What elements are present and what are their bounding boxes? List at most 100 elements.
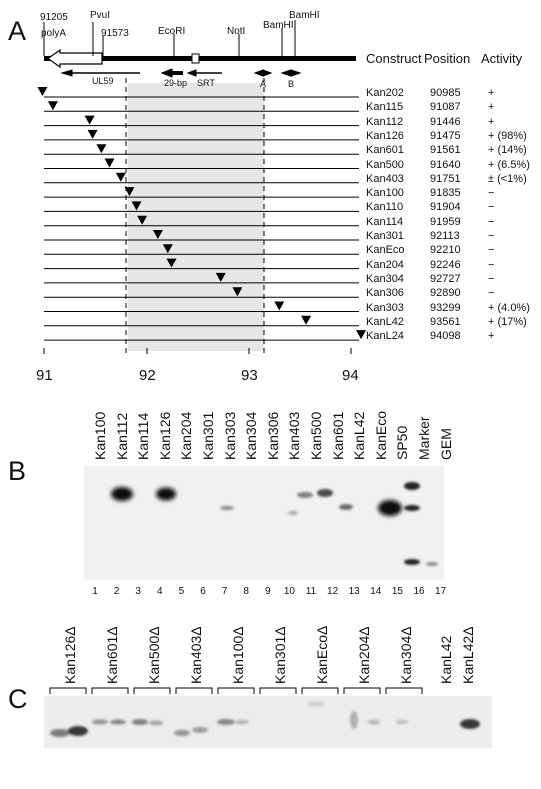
- construct-position: 91475: [430, 129, 461, 142]
- gel-c-lane-label: Kan500Δ: [146, 626, 162, 684]
- gel-b-lane-number: 14: [370, 586, 382, 597]
- insertion-marker: [131, 201, 142, 211]
- insertion-marker: [115, 172, 126, 182]
- gel-b-lane-label: KanEco: [372, 410, 389, 460]
- gel-b-lane-label: Kan126: [156, 411, 173, 460]
- gel-b-band-lane17: [426, 562, 438, 566]
- construct-position: 91087: [430, 101, 461, 114]
- ul59-open-arrow: [46, 48, 103, 69]
- gel-b-image: [84, 466, 444, 580]
- gel-c-lane-label: Kan403Δ: [188, 626, 204, 684]
- gel-b-lane-number: 7: [221, 586, 228, 597]
- gel-b-lane-label: Kan306: [264, 411, 281, 460]
- gel-b-lane-number: 6: [200, 586, 206, 597]
- insertion-marker: [301, 315, 312, 325]
- arrow-label-a: A: [260, 79, 267, 89]
- panel-b-letter: B: [8, 456, 27, 486]
- gel-b-lane-label: Kan114: [135, 412, 152, 460]
- gel-b-lane-number: 8: [243, 586, 249, 597]
- construct-position: 93299: [430, 301, 461, 314]
- construct-position: 94098: [430, 330, 461, 343]
- gel-b-lane-number: 1: [92, 586, 98, 597]
- construct-activity: +: [488, 87, 495, 99]
- gel-b-lane-label: Kan112: [113, 412, 130, 460]
- construct-name: KanEco: [366, 244, 405, 257]
- gel-c-band-kaneco: [307, 702, 325, 706]
- gel-c-lane-label: Kan301Δ: [272, 626, 288, 684]
- site-label-91205: 91205: [40, 12, 68, 23]
- insertion-marker: [124, 187, 135, 197]
- gel-b-band-lane16-bot: [404, 559, 420, 565]
- site-label-bamhi-1: BamHI: [263, 20, 294, 31]
- gel-b-lane-number: 3: [135, 586, 141, 597]
- site-label-polya: polyA: [41, 28, 67, 39]
- gel-b-band-lane13: [339, 504, 353, 510]
- construct-position: 93561: [430, 315, 461, 328]
- site-ticks: [43, 20, 296, 56]
- gel-b-lane-label: Kan100: [92, 411, 108, 460]
- gel-b-lane-number: 10: [283, 586, 295, 597]
- construct-activity: −: [488, 272, 495, 285]
- panel-a-letter: A: [8, 16, 27, 46]
- gel-c-lane-label: Kan100Δ: [230, 626, 246, 684]
- gel-c-lane-label: KanL42Δ: [460, 626, 476, 684]
- gel-b-band-lane7: [220, 506, 234, 510]
- gel-c-band-kan204: [350, 711, 358, 729]
- gel-c-band-kan403: [174, 730, 190, 736]
- panel-a-figure: [37, 20, 367, 355]
- construct-activity: ± (<1%): [488, 172, 527, 185]
- insertion-marker: [274, 301, 285, 311]
- gel-b-lane-number: 17: [435, 586, 447, 597]
- construct-position: 92210: [430, 244, 461, 257]
- gel-b-band-lane10: [288, 511, 298, 515]
- construct-name: Kan601: [366, 144, 404, 157]
- construct-position: 91561: [430, 144, 461, 157]
- construct-activity: + (14%): [488, 144, 527, 157]
- transcript-arrows: [60, 68, 302, 78]
- panel-c-letter: C: [8, 684, 28, 714]
- insertion-marker: [84, 115, 95, 125]
- insertion-marker: [356, 330, 367, 340]
- axis-tick-91: 91: [36, 367, 53, 384]
- construct-activity: +: [488, 115, 495, 128]
- gel-c-lane-label: Kan126Δ: [62, 626, 78, 684]
- gel-b-lane-number: 16: [413, 586, 425, 597]
- gel-b-lane-label: GEM: [437, 428, 454, 460]
- gel-b-band-lane4: [156, 487, 176, 501]
- gel-b-band-lane16-top: [404, 482, 420, 490]
- insertion-marker: [152, 230, 163, 239]
- insertion-marker: [96, 144, 107, 154]
- gel-b-band-lane15: [378, 500, 402, 516]
- construct-activity: +: [488, 101, 495, 114]
- construct-activity: +: [488, 330, 495, 343]
- gel-c-brackets: [49, 687, 423, 694]
- construct-name: Kan114: [366, 215, 404, 228]
- construct-position: 91751: [430, 172, 461, 185]
- gel-b-lane-label: Marker: [416, 416, 432, 460]
- construct-name: Kan500: [366, 158, 404, 171]
- construct-name: KanL24: [366, 330, 404, 343]
- construct-position: 91959: [430, 215, 461, 228]
- gel-c-band-kan500: [132, 719, 148, 725]
- gel-c-image: [44, 696, 492, 748]
- gel-b-lane-label: Kan204: [178, 411, 195, 460]
- gel-c-lane-label: Kan304Δ: [398, 626, 414, 684]
- gel-c-band-kan126: [50, 729, 70, 737]
- insertion-marker: [162, 244, 173, 254]
- header-activity: Activity: [481, 51, 523, 66]
- gel-b-band-lane2: [111, 487, 133, 501]
- insertion-marker: [47, 101, 58, 111]
- insertion-marker: [166, 258, 177, 268]
- construct-position: 91640: [430, 158, 461, 171]
- construct-name: Kan301: [366, 230, 404, 242]
- site-label-ecori: EcoRI: [158, 26, 186, 37]
- insertion-marker: [137, 215, 148, 225]
- axis-tick-94: 94: [342, 367, 359, 384]
- gel-c-lane-label: Kan601Δ: [104, 626, 120, 684]
- gel-b-lane-number: 4: [157, 586, 163, 597]
- construct-position: 91835: [430, 187, 461, 200]
- construct-name: Kan110: [366, 201, 404, 214]
- gel-b-lane-label: Kan301: [200, 411, 216, 460]
- construct-activity: −: [488, 230, 495, 242]
- gel-c-band-kan601: [92, 719, 108, 725]
